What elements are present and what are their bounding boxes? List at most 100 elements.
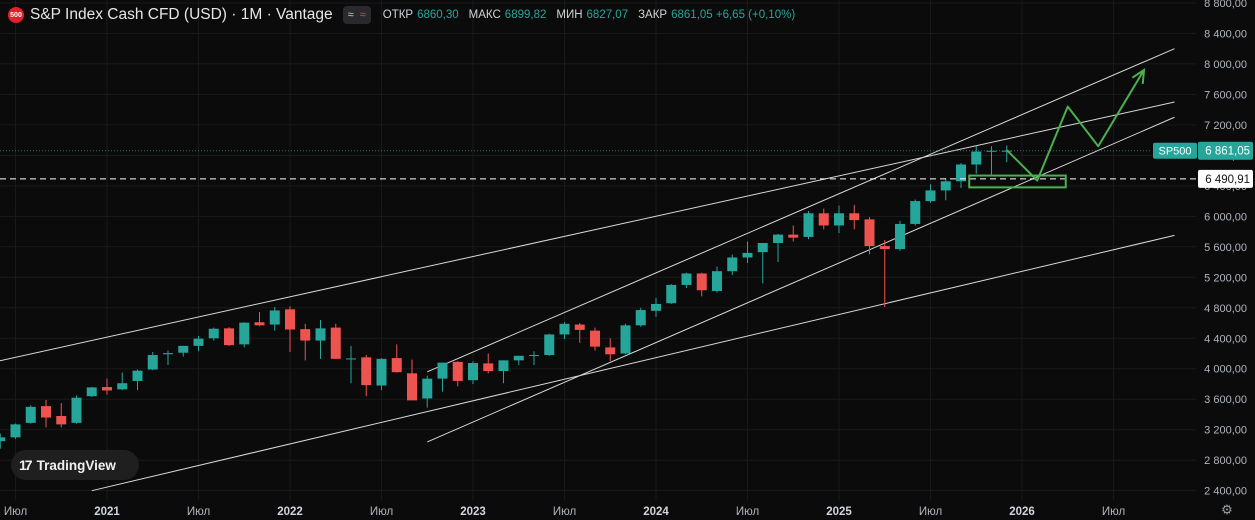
candle-body [0, 437, 6, 442]
x-tick-label: 2022 [277, 506, 303, 518]
y-tick-label: 5 200,00 [1204, 272, 1247, 284]
y-tick-label: 3 200,00 [1204, 425, 1247, 437]
candle-body [422, 378, 433, 399]
level-label: 6 490,91 [1205, 174, 1250, 186]
candle-body [346, 358, 356, 360]
chart-title[interactable]: S&P Index Cash CFD (USD) · 1M · Vantage [30, 6, 333, 23]
candle-body [651, 303, 661, 311]
candle-body [300, 329, 311, 341]
candle-body [239, 322, 250, 345]
time-axis[interactable]: Июл 2021 Июл 2022 Июл 2023 Июл 2024 Июл 2025 Июл 20… [4, 506, 1125, 518]
trend-line-lower-channel-1 [91, 234, 1175, 492]
candle-body [147, 355, 158, 370]
candle-body [102, 387, 112, 391]
candle-body [574, 324, 585, 330]
candle-body [391, 358, 402, 373]
candle-body [910, 201, 921, 224]
y-tick-label: 2 400,00 [1204, 486, 1247, 498]
x-tick-label: 2026 [1009, 506, 1035, 518]
candle-body [788, 234, 799, 238]
trend-lines [0, 48, 1175, 492]
candle-body [86, 387, 97, 397]
candle-body [361, 357, 372, 386]
candle-body [437, 362, 448, 379]
candle-body [895, 223, 905, 250]
candle-body [620, 325, 631, 354]
chart-header: 500 S&P Index Cash CFD (USD) · 1M · Vant… [8, 5, 801, 25]
low-label: МИН [556, 9, 583, 21]
candle-body [925, 190, 936, 202]
candle-body [681, 273, 692, 285]
grid-lines [0, 0, 1196, 500]
close-label: ЗАКР [638, 9, 668, 21]
candle-body [940, 181, 951, 191]
candle-body [712, 271, 722, 292]
candle-body [41, 406, 51, 418]
gear-icon[interactable]: ⚙ [1221, 502, 1233, 517]
x-tick-label: Июл [187, 506, 210, 518]
x-tick-label: Июл [919, 506, 942, 518]
indicator-toggle[interactable]: ≈ ≈ [342, 6, 371, 24]
candle-body [56, 415, 67, 425]
symbol-logo-icon: 500 [8, 7, 24, 23]
tradingview-mark-icon: 17 [19, 457, 33, 473]
x-tick-label: Июл [370, 506, 393, 518]
candle-body [696, 273, 707, 291]
candle-body [742, 252, 753, 258]
candle-body [10, 424, 21, 438]
y-tick-label: 4 000,00 [1204, 364, 1247, 376]
candle-body [635, 310, 646, 326]
tradingview-logo[interactable]: 17 TradingView [11, 450, 139, 480]
x-tick-label: 2021 [94, 506, 120, 518]
candle-body [757, 243, 768, 253]
x-tick-label: 2023 [460, 506, 486, 518]
candle-body [605, 347, 616, 355]
x-tick-label: Июл [1102, 506, 1125, 518]
candle-body [544, 334, 555, 356]
open-label: ОТКР [382, 9, 414, 21]
y-tick-label: 4 400,00 [1204, 333, 1247, 345]
trend-line-upper-channel-1 [0, 101, 1175, 362]
candle-body [132, 370, 143, 381]
last-price-tag [1198, 141, 1253, 160]
candle-body [468, 363, 478, 381]
candle-body [269, 310, 280, 325]
candle-body [803, 213, 814, 237]
candle-body [483, 363, 494, 372]
candle-body [727, 257, 738, 272]
candle-body [407, 373, 417, 401]
candle-body [529, 355, 539, 357]
candle-body [452, 361, 463, 381]
candlestick-series [0, 145, 1012, 449]
x-tick-label: 2025 [826, 506, 852, 518]
candle-body [559, 323, 570, 335]
candle-body [666, 284, 677, 304]
candle-body [25, 406, 36, 423]
candle-body [330, 327, 341, 359]
last-price-label: 6 861,05 [1205, 146, 1250, 158]
x-tick-label: 2024 [643, 506, 669, 518]
candle-body [315, 328, 326, 341]
y-tick-label: 7 600,00 [1204, 89, 1247, 101]
y-tick-label: 8 400,00 [1204, 28, 1247, 40]
candle-body [193, 338, 204, 346]
x-tick-label: Июл [553, 506, 576, 518]
candle-body [254, 322, 265, 326]
support-box [968, 174, 1067, 189]
symbol-tag [1153, 142, 1197, 159]
level-tag [1198, 169, 1253, 188]
price-axis[interactable]: 2 400,00 2 800,00 3 200,00 3 600,00 4 000,00… [1153, 0, 1253, 498]
candle-body [879, 246, 890, 250]
y-tick-label: 3 600,00 [1204, 394, 1247, 406]
tradingview-logo-text: TradingView [36, 457, 116, 473]
y-tick-label: 5 600,00 [1204, 242, 1247, 254]
trend-line-upper-channel-2 [427, 48, 1175, 373]
candle-body [163, 353, 173, 355]
candle-body [208, 328, 219, 339]
high-value: 6899,82 [504, 9, 547, 21]
y-tick-label: 2 800,00 [1204, 455, 1247, 467]
candle-body [376, 358, 387, 386]
candle-body [986, 150, 997, 152]
candle-body [498, 360, 509, 372]
